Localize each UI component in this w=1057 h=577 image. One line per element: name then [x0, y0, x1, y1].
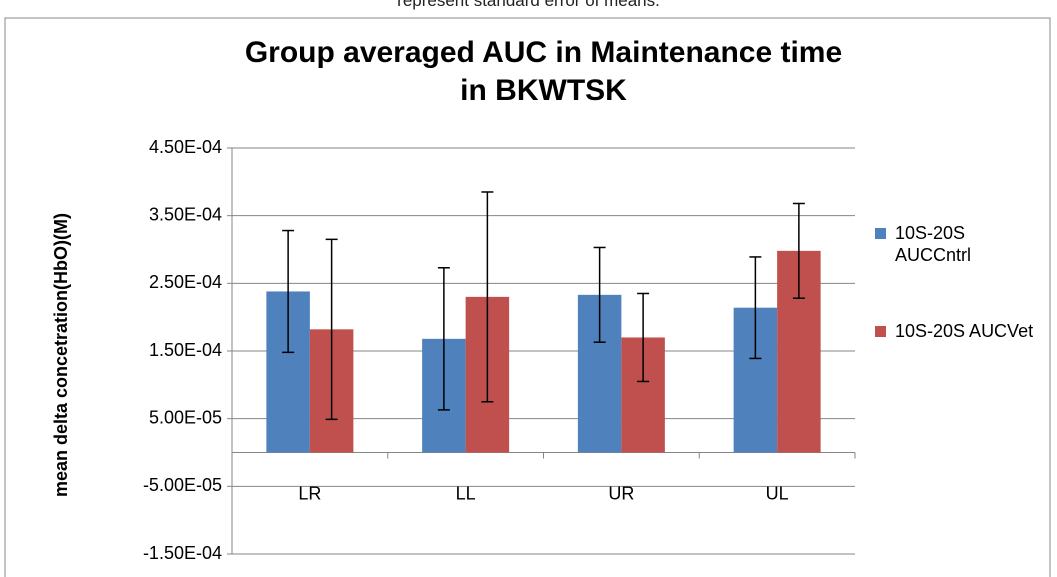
y-tick-label: 2.50E-04: [149, 272, 222, 292]
chart-border: [4, 17, 1051, 577]
y-tick-label: 5.00E-05: [149, 407, 222, 427]
legend-swatch: [875, 326, 886, 337]
legend-entry: 10S-20S AUCCntrl: [875, 222, 1045, 266]
y-axis-label: mean delta concetration(HbO)(M): [51, 213, 71, 497]
x-tick-label: UL: [766, 483, 789, 503]
legend-swatch: [875, 228, 886, 239]
note: represent standard error of means.: [397, 0, 660, 10]
legend-label: 10S-20S AUCVet: [895, 321, 1034, 341]
y-tick-label: 1.50E-04: [149, 340, 222, 360]
legend-entry: 10S-20S AUCVet: [875, 320, 1045, 342]
x-tick-label: LR: [298, 483, 321, 503]
y-tick-label: -5.00E-05: [143, 475, 222, 495]
y-tick-label: -1.50E-04: [143, 543, 222, 563]
legend-label: 10S-20S AUCCntrl: [895, 223, 972, 265]
y-tick-label: 3.50E-04: [149, 204, 222, 224]
y-tick-label: 4.50E-04: [149, 137, 222, 157]
chart-title: Group averaged AUC in Maintenance time i…: [244, 36, 843, 107]
x-tick-label: UR: [608, 483, 634, 503]
x-tick-label: LL: [456, 483, 476, 503]
